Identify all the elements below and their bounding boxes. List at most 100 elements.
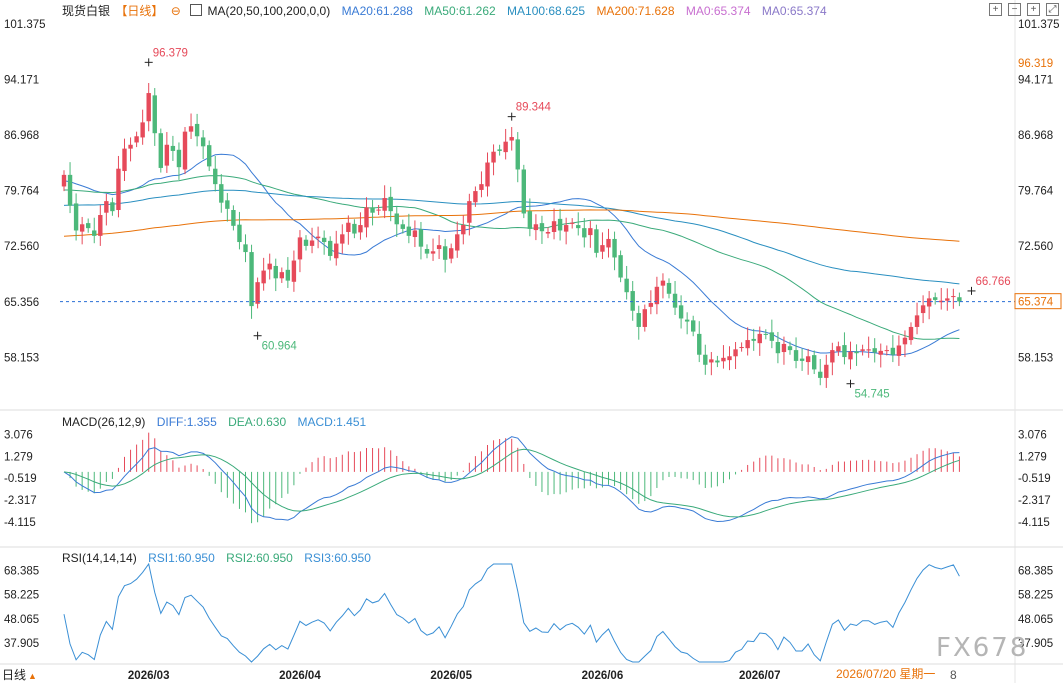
candle-body bbox=[733, 349, 738, 357]
rsi1-value: RSI1:60.950 bbox=[148, 551, 215, 565]
candle-body bbox=[563, 225, 569, 232]
candle-body bbox=[340, 234, 345, 244]
candle-body bbox=[600, 245, 605, 252]
price-tick-label-left: 94.171 bbox=[4, 74, 39, 86]
candle-body bbox=[92, 230, 97, 236]
rsi-tick-label-left: 58.225 bbox=[4, 590, 39, 602]
candle-body bbox=[836, 346, 841, 352]
candle-body bbox=[273, 265, 278, 279]
macd-panel[interactable]: 3.076 3.076 1.279 1.279 -0.519 -0.519 -2.317 -2… bbox=[0, 429, 1063, 548]
candle-body bbox=[624, 278, 629, 293]
ma20-value: MA20:61.288 bbox=[341, 4, 413, 18]
watermark-text: FX678 bbox=[936, 633, 1029, 663]
candle-body bbox=[860, 349, 865, 351]
macd-tick-label-left: -0.519 bbox=[4, 473, 37, 485]
rsi-tick-label-left: 37.905 bbox=[4, 638, 39, 650]
candle-body bbox=[805, 356, 811, 363]
rsi-label: RSI(14,14,14) bbox=[62, 551, 137, 565]
candle-body bbox=[830, 350, 835, 363]
candle-body bbox=[884, 350, 889, 352]
period-selector-label: 日线 bbox=[2, 668, 27, 682]
candle-body bbox=[672, 293, 678, 308]
macd-tick-label-left: -4.115 bbox=[4, 517, 36, 529]
candle-body bbox=[872, 348, 877, 353]
candle-body bbox=[364, 207, 369, 228]
price-tick-label-left: 65.356 bbox=[4, 297, 39, 309]
watermark-logo: FX678 bbox=[936, 633, 1028, 663]
candle-body bbox=[636, 313, 641, 327]
rsi-tick-label-left: 68.385 bbox=[4, 565, 39, 577]
date-tag-tail: 8 bbox=[950, 668, 957, 682]
candle-body bbox=[509, 137, 514, 141]
rsi-tick-label-right: 37.905 bbox=[1018, 638, 1053, 650]
candle-body bbox=[763, 333, 768, 335]
candle-body bbox=[455, 234, 460, 251]
candle-body bbox=[878, 350, 883, 355]
candle-body bbox=[515, 139, 520, 170]
ma50-value: MA50:61.262 bbox=[424, 4, 496, 18]
candle-body bbox=[939, 300, 944, 303]
candle-body bbox=[261, 270, 266, 284]
macd-dea-value: DEA:0.630 bbox=[228, 415, 287, 429]
candle-body bbox=[721, 357, 726, 362]
candle-body bbox=[219, 184, 224, 203]
zoom-in-icon[interactable]: + bbox=[1027, 3, 1040, 16]
period-selector[interactable]: 日线 ▲ bbox=[2, 668, 45, 683]
candle-body bbox=[122, 148, 127, 172]
candle-body bbox=[678, 305, 684, 319]
settings-icon[interactable]: ⊖ bbox=[170, 4, 181, 18]
candle-body bbox=[140, 122, 145, 138]
candle-body bbox=[648, 303, 654, 307]
candle-body bbox=[933, 297, 938, 300]
price-tick-label-right: 94.171 bbox=[1018, 74, 1053, 86]
crosshair-icon[interactable]: + bbox=[989, 3, 1002, 16]
fullscreen-icon[interactable]: ⤢ bbox=[1046, 3, 1059, 16]
candle-body bbox=[303, 239, 309, 246]
candle-body bbox=[412, 230, 418, 238]
ma-label: MA(20,50,100,200,0,0) bbox=[207, 4, 331, 18]
macd-macd-value: MACD:1.451 bbox=[297, 415, 367, 429]
candle-body bbox=[388, 196, 393, 212]
candle-body bbox=[576, 225, 581, 229]
rsi-tick-label-right: 68.385 bbox=[1018, 565, 1053, 577]
zoom-out-icon[interactable]: − bbox=[1008, 3, 1021, 16]
candle-body bbox=[442, 246, 448, 260]
candle-body bbox=[588, 228, 593, 236]
rsi-panel[interactable]: 68.385 68.385 58.225 58.225 48.065 48.065 37.9… bbox=[4, 562, 1053, 663]
candle-body bbox=[449, 248, 454, 259]
ma-toggle-icon[interactable] bbox=[190, 4, 203, 16]
candle-body bbox=[73, 203, 79, 231]
candle-body bbox=[382, 198, 387, 211]
price-tick-label-right: 58.153 bbox=[1018, 352, 1053, 364]
candle-body bbox=[200, 137, 206, 147]
candle-body bbox=[424, 248, 430, 254]
candle-body bbox=[207, 145, 212, 167]
candle-body bbox=[497, 149, 502, 151]
candle-body bbox=[545, 232, 551, 234]
macd-dea-line bbox=[63, 448, 960, 518]
candle-body bbox=[194, 123, 200, 137]
extreme-annotation: 54.745 bbox=[855, 389, 890, 401]
candle-body bbox=[757, 333, 762, 344]
price-legend: 现货白银 【日线】 ⊖ MA(20,50,100,200,0,0) MA20:6… bbox=[62, 4, 835, 18]
candle-body bbox=[739, 347, 744, 349]
candle-body bbox=[297, 237, 303, 260]
candle-body bbox=[642, 309, 647, 327]
candle-body bbox=[896, 345, 902, 356]
candle-body bbox=[315, 236, 321, 239]
candle-body bbox=[582, 228, 587, 238]
period-label[interactable]: 【日线】 bbox=[115, 4, 164, 18]
dropdown-arrow-icon: ▲ bbox=[28, 671, 37, 681]
x-tick-label: 2026/05 bbox=[430, 670, 472, 682]
candle-body bbox=[436, 245, 442, 249]
candle-body bbox=[521, 169, 526, 214]
candle-body bbox=[769, 332, 775, 341]
x-axis: 2026/03 2026/04 2026/05 2026/06 2026/07 bbox=[0, 663, 1063, 682]
ma50-line bbox=[64, 175, 960, 340]
rsi3-value: RSI3:60.950 bbox=[304, 551, 371, 565]
candle-body bbox=[182, 131, 188, 170]
candle-body bbox=[346, 222, 351, 232]
candle-body bbox=[945, 298, 950, 301]
candle-body bbox=[957, 297, 962, 302]
